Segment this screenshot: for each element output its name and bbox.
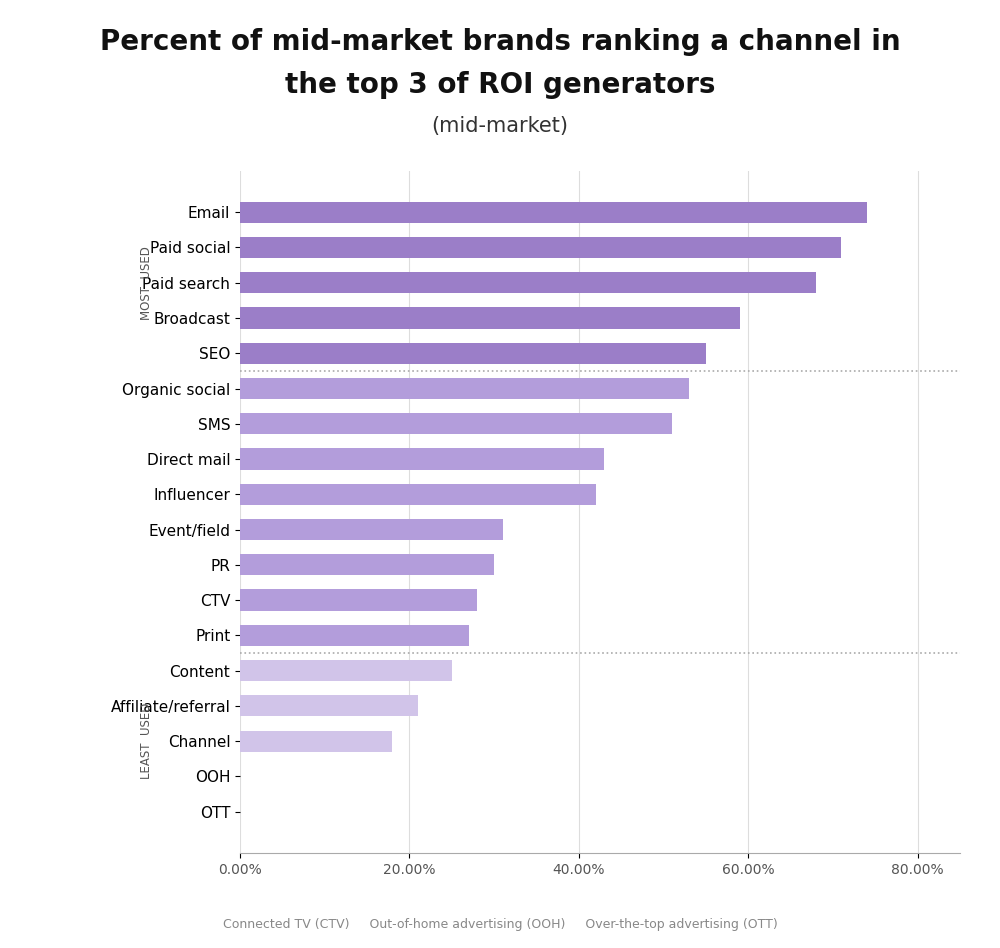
Text: MOST  USED: MOST USED: [140, 246, 153, 319]
Bar: [240, 202, 867, 223]
Bar: [240, 342, 706, 364]
Bar: [240, 731, 392, 752]
Text: the top 3 of ROI generators: the top 3 of ROI generators: [285, 71, 715, 100]
Bar: [240, 555, 494, 575]
Bar: [240, 237, 841, 258]
Bar: [240, 625, 469, 646]
Text: LEAST  USED: LEAST USED: [140, 702, 153, 779]
Bar: [240, 378, 689, 399]
Bar: [240, 590, 477, 611]
Bar: [240, 448, 604, 469]
Bar: [240, 483, 596, 505]
Bar: [240, 519, 503, 540]
Bar: [240, 307, 740, 329]
Bar: [240, 695, 418, 717]
Bar: [240, 413, 672, 434]
Bar: [240, 660, 452, 682]
Text: Percent of mid-market brands ranking a channel in: Percent of mid-market brands ranking a c…: [100, 28, 900, 57]
Bar: [240, 272, 816, 293]
Text: (mid-market): (mid-market): [432, 116, 568, 136]
Text: Connected TV (CTV)     Out-of-home advertising (OOH)     Over-the-top advertisin: Connected TV (CTV) Out-of-home advertisi…: [223, 918, 777, 931]
